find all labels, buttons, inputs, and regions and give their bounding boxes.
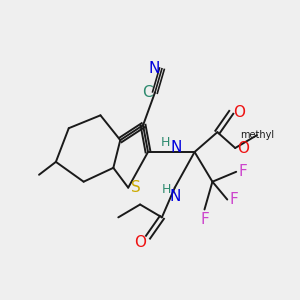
Text: S: S	[131, 180, 141, 195]
Text: H: H	[162, 183, 171, 196]
Text: O: O	[134, 235, 146, 250]
Text: N: N	[171, 140, 182, 154]
Text: N: N	[148, 61, 160, 76]
Text: methyl: methyl	[240, 130, 274, 140]
Text: F: F	[230, 192, 239, 207]
Text: F: F	[239, 164, 248, 179]
Text: O: O	[233, 105, 245, 120]
Text: H: H	[161, 136, 170, 148]
Text: N: N	[169, 189, 181, 204]
Text: O: O	[237, 140, 249, 155]
Text: F: F	[200, 212, 209, 227]
Text: C: C	[142, 85, 152, 100]
